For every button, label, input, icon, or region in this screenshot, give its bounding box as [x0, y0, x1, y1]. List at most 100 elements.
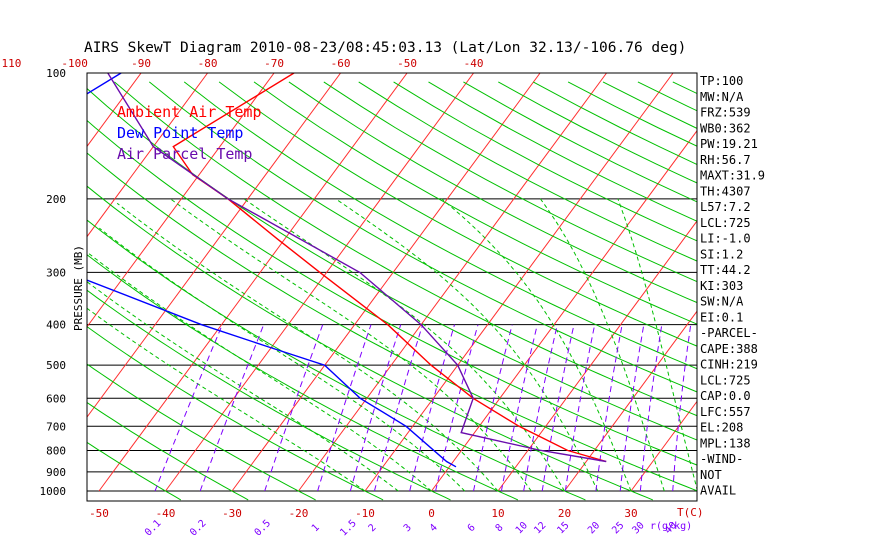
mixing-ratio-line	[409, 324, 455, 492]
moist-adiabat-line	[87, 307, 366, 492]
isotherm-line	[165, 73, 474, 492]
index-value: RH:56.7	[700, 153, 751, 167]
bottom-temp-tick-label: 10	[491, 507, 504, 520]
mixing-ratio-line	[154, 324, 223, 492]
isotherm-line	[231, 73, 541, 492]
pressure-tick-label: 200	[46, 193, 66, 206]
isotherm-line	[87, 73, 275, 328]
dry-adiabat-line	[323, 81, 697, 283]
mixing-ratio-line	[317, 324, 372, 492]
bottom-temp-tick-label: -40	[156, 507, 176, 520]
mixing-ratio-line	[199, 324, 265, 492]
top-temp-tick-label: -50	[397, 57, 417, 70]
moist-adiabat-line	[87, 251, 432, 492]
index-value: WB0:362	[700, 121, 751, 135]
pressure-tick-label: 400	[46, 319, 66, 332]
dry-adiabat-line	[393, 81, 697, 242]
bottom-temp-tick-label: 20	[558, 507, 571, 520]
top-temp-tick-label: -60	[331, 57, 351, 70]
index-value: PW:19.21	[700, 137, 758, 151]
dry-adiabat-line	[87, 289, 451, 501]
mixing-ratio-label: 20	[586, 520, 602, 536]
index-value: CINH:219	[700, 358, 758, 372]
moist-adiabat-line	[617, 198, 697, 492]
moist-adiabat-line	[87, 281, 399, 492]
bottom-temp-tick-label: -30	[222, 507, 242, 520]
mixing-ratio-line	[595, 324, 623, 492]
mixing-ratio-label: 4	[428, 522, 440, 534]
index-value: SW:N/A	[700, 295, 744, 309]
pressure-tick-label: 800	[46, 444, 66, 457]
index-value: MPL:138	[700, 436, 751, 450]
mixing-ratio-line	[619, 324, 645, 492]
isotherm-line	[98, 73, 408, 492]
mixing-ratio-line	[541, 324, 575, 492]
isotherm-line	[564, 310, 697, 492]
pressure-tick-label: 300	[46, 266, 66, 279]
pressure-tick-label: 600	[46, 392, 66, 405]
mixing-ratio-label: 6	[466, 522, 478, 534]
bottom-temp-tick-label: -20	[289, 507, 309, 520]
isotherm-line	[87, 73, 208, 238]
legend-item: Dew Point Temp	[117, 124, 243, 142]
y-axis-label: PRESSURE (MB)	[72, 245, 85, 331]
dry-adiabat-line	[743, 82, 870, 500]
index-value: CAPE:388	[700, 342, 758, 356]
isotherm-line	[497, 220, 697, 492]
top-temp-tick-label: -100	[61, 57, 88, 70]
pressure-tick-label: 100	[46, 67, 66, 80]
index-value: CAP:0.0	[700, 389, 751, 403]
top-temp-tick-label: -80	[198, 57, 218, 70]
mixing-ratio-line	[672, 324, 692, 492]
legend-item: Air Parcel Temp	[117, 145, 252, 163]
index-value: KI:303	[700, 279, 743, 293]
skewt-grid	[87, 73, 870, 501]
dry-adiabat-line	[253, 81, 697, 325]
dry-adiabat-line	[148, 81, 697, 393]
index-value: LFC:557	[700, 405, 751, 419]
dry-adiabat-line	[87, 219, 586, 501]
top-temp-tick-label: -40	[464, 57, 484, 70]
dry-adiabat-line	[87, 152, 697, 492]
moist-adiabat-line	[335, 198, 599, 492]
ambient-temp-line	[172, 73, 607, 463]
dry-adiabat-line	[288, 81, 697, 304]
plot-frame	[86, 72, 698, 502]
chart-title: AIRS SkewT Diagram 2010-08-23/08:45:03.1…	[84, 40, 686, 56]
mixing-ratio-label: 0.1	[143, 518, 164, 539]
mixing-ratio-line	[639, 324, 663, 492]
legend-item: Ambient Air Temp	[117, 103, 262, 121]
index-value: NOT	[700, 468, 722, 482]
top-temp-tick-label: -90	[131, 57, 151, 70]
parcel-temp-line	[107, 73, 607, 463]
bottom-temp-tick-label: 30	[624, 507, 637, 520]
bottom-temp-tick-label: 0	[428, 507, 435, 520]
isotherm-line	[298, 73, 607, 492]
isotherm-line	[87, 73, 341, 418]
moist-adiabat-line	[539, 198, 665, 492]
isotherm-line	[764, 73, 870, 491]
dry-adiabat-line	[87, 363, 316, 501]
mixing-ratio-label: 0.5	[253, 518, 274, 539]
mixing-ratio-label: 10	[514, 520, 530, 536]
index-value: -PARCEL-	[700, 326, 758, 340]
index-value: TH:4307	[700, 184, 751, 198]
top-temp-tick-label: -110	[0, 57, 21, 70]
index-value: FRZ:539	[700, 106, 751, 120]
mixing-ratio-line	[264, 324, 324, 492]
mixing-ratio-label: 3	[402, 522, 414, 534]
chart-legend: Ambient Air Temp Dew Point Temp Air Parcel…	[117, 103, 262, 163]
index-value: AVAIL	[700, 484, 736, 498]
x-axis-unit: T(C)	[677, 506, 704, 519]
bottom-temp-tick-label: -10	[355, 507, 375, 520]
index-value: LI:-1.0	[700, 232, 751, 246]
moist-adiabat-line	[98, 227, 466, 492]
dewpoint-line	[87, 73, 457, 468]
index-value: LCL:725	[700, 373, 751, 387]
index-value: MW:N/A	[700, 90, 744, 104]
isotherm-line	[431, 129, 697, 492]
top-temp-tick-label: -70	[264, 57, 284, 70]
mixing-ratio-line	[349, 324, 402, 492]
